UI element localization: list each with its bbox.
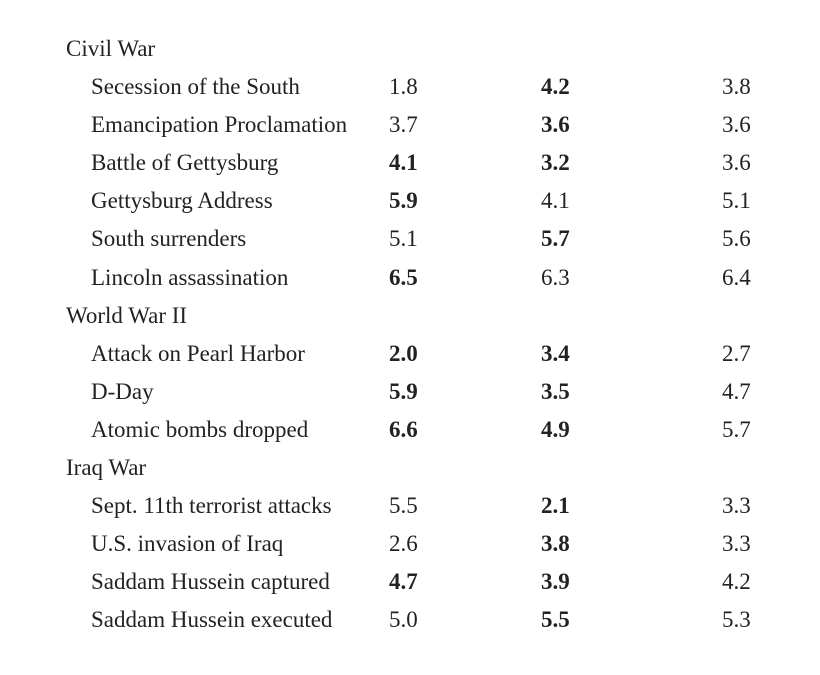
value-col-3: 6.4	[722, 264, 751, 290]
table-row: Saddam Hussein executed 5.0 5.5 5.3	[0, 601, 820, 639]
value-col-1: 6.6	[389, 416, 418, 442]
value-col-3: 5.1	[722, 188, 751, 214]
value-col-3: 5.7	[722, 416, 751, 442]
value-col-2: 6.3	[541, 264, 570, 290]
value-col-1: 4.7	[389, 569, 418, 595]
table-row: Attack on Pearl Harbor 2.0 3.4 2.7	[0, 335, 820, 373]
value-col-1: 6.5	[389, 264, 418, 290]
value-col-1: 5.9	[389, 378, 418, 404]
table-row: South surrenders 5.1 5.7 5.6	[0, 220, 820, 258]
table-row: Battle of Gettysburg 4.1 3.2 3.6	[0, 144, 820, 182]
value-col-1: 2.6	[389, 531, 418, 557]
event-name: South surrenders	[91, 226, 247, 252]
value-col-2: 5.5	[541, 607, 570, 633]
value-col-1: 3.7	[389, 112, 418, 138]
event-name: Saddam Hussein captured	[91, 569, 330, 595]
value-col-3: 2.7	[722, 340, 751, 366]
value-col-2: 3.8	[541, 531, 570, 557]
value-col-2: 4.1	[541, 188, 570, 214]
event-name: Sept. 11th terrorist attacks	[91, 493, 332, 519]
value-col-2: 4.2	[541, 74, 570, 100]
value-col-2: 2.1	[541, 493, 570, 519]
value-col-2: 5.7	[541, 226, 570, 252]
section-header-row: World War II	[0, 297, 820, 335]
value-col-3: 3.6	[722, 112, 751, 138]
table-row: Atomic bombs dropped 6.6 4.9 5.7	[0, 411, 820, 449]
value-col-3: 4.7	[722, 378, 751, 404]
value-col-3: 3.3	[722, 531, 751, 557]
section-title: World War II	[66, 302, 188, 328]
event-name: Saddam Hussein executed	[91, 607, 333, 633]
value-col-3: 3.6	[722, 150, 751, 176]
event-name: Battle of Gettysburg	[91, 150, 279, 176]
event-name: Secession of the South	[91, 74, 300, 100]
value-col-2: 3.9	[541, 569, 570, 595]
value-col-3: 5.6	[722, 226, 751, 252]
table-row: Sept. 11th terrorist attacks 5.5 2.1 3.3	[0, 487, 820, 525]
value-col-2: 3.6	[541, 112, 570, 138]
event-name: Gettysburg Address	[91, 188, 273, 214]
value-col-2: 3.5	[541, 378, 570, 404]
table-row: Saddam Hussein captured 4.7 3.9 4.2	[0, 563, 820, 601]
value-col-2: 3.4	[541, 340, 570, 366]
event-name: D-Day	[91, 378, 154, 404]
section-title: Civil War	[66, 36, 156, 61]
value-col-3: 4.2	[722, 569, 751, 595]
value-col-1: 1.8	[389, 74, 418, 100]
value-col-1: 5.0	[389, 607, 418, 633]
value-col-1: 4.1	[389, 150, 418, 176]
value-col-1: 5.5	[389, 493, 418, 519]
value-col-2: 3.2	[541, 150, 570, 176]
events-table: Civil War Secession of the South 1.8 4.2…	[0, 30, 820, 640]
value-col-1: 2.0	[389, 340, 418, 366]
table-row: D-Day 5.9 3.5 4.7	[0, 373, 820, 411]
value-col-1: 5.9	[389, 188, 418, 214]
event-name: Attack on Pearl Harbor	[91, 340, 305, 366]
event-name: Lincoln assassination	[91, 264, 289, 290]
table-row: Lincoln assassination 6.5 6.3 6.4	[0, 259, 820, 297]
section-title: Iraq War	[66, 455, 147, 481]
table-row: Gettysburg Address 5.9 4.1 5.1	[0, 182, 820, 220]
value-col-3: 5.3	[722, 607, 751, 633]
event-name: Emancipation Proclamation	[91, 112, 348, 138]
value-col-1: 5.1	[389, 226, 418, 252]
bottom-margin	[0, 650, 820, 675]
table-row: U.S. invasion of Iraq 2.6 3.8 3.3	[0, 525, 820, 563]
event-name: U.S. invasion of Iraq	[91, 531, 284, 557]
table-row: Secession of the South 1.8 4.2 3.8	[0, 68, 820, 106]
table-row: Emancipation Proclamation 3.7 3.6 3.6	[0, 106, 820, 144]
value-col-3: 3.3	[722, 493, 751, 519]
value-col-2: 4.9	[541, 416, 570, 442]
section-header-row: Iraq War	[0, 449, 820, 487]
value-col-3: 3.8	[722, 74, 751, 100]
event-name: Atomic bombs dropped	[91, 416, 309, 442]
section-header-row: Civil War	[0, 30, 820, 68]
